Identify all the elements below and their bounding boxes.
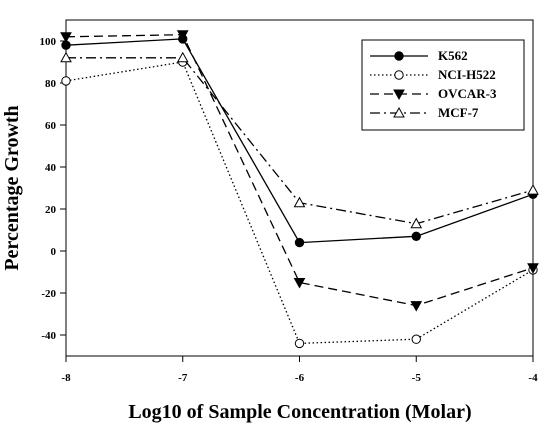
data-point-nci-h522 (411, 334, 421, 344)
x-tick-label: -8 (61, 372, 71, 384)
y-tick-label: 0 (51, 246, 57, 258)
legend-label: OVCAR-3 (438, 86, 497, 101)
data-point-k562 (411, 231, 421, 242)
data-point-mcf-7 (527, 184, 539, 195)
data-point-k562 (294, 237, 305, 248)
data-point-nci-h522 (61, 76, 71, 86)
data-point-nci-h522 (294, 338, 305, 349)
data-point-ovcar-3 (293, 278, 306, 289)
legend: K562 NCI-H522 OVCAR-3 MCF-7 (361, 39, 525, 131)
legend-label: MCF-7 (438, 105, 479, 120)
legend-label: NCI-H522 (438, 67, 496, 82)
y-tick-label: -40 (41, 330, 56, 342)
legend-marker (393, 89, 405, 101)
legend-item-ovcar-3: OVCAR-3 (370, 86, 497, 101)
x-axis-ticks: -8 -7 -6 -5 -4 (61, 356, 538, 384)
y-tick-label: -20 (41, 288, 56, 300)
y-tick-label: 40 (45, 162, 57, 174)
legend-marker (394, 51, 404, 61)
y-tick-label: 60 (45, 120, 57, 132)
series-mcf-7 (60, 51, 539, 229)
legend-marker (393, 106, 405, 118)
x-tick-label: -5 (412, 372, 422, 384)
y-tick-label: 100 (40, 36, 57, 48)
legend-label: K562 (438, 48, 468, 63)
y-axis-title: Percentage Growth (1, 105, 23, 270)
x-tick-label: -6 (295, 372, 305, 384)
legend-item-k562: K562 (370, 48, 468, 63)
y-tick-label: 80 (45, 78, 57, 90)
data-point-ovcar-3 (410, 301, 423, 312)
legend-items: K562 NCI-H522 OVCAR-3 MCF-7 (370, 48, 497, 120)
legend-marker (394, 70, 404, 80)
series-ovcar-3 (60, 30, 539, 312)
legend-item-nci-h522: NCI-H522 (370, 67, 496, 82)
data-point-mcf-7 (410, 217, 423, 229)
x-tick-label: -7 (178, 372, 188, 384)
data-point-mcf-7 (293, 196, 306, 208)
data-point-mcf-7 (60, 51, 72, 63)
data-point-mcf-7 (176, 51, 189, 63)
x-axis-title: Log10 of Sample Concentration (Molar) (128, 401, 471, 423)
data-point-ovcar-3 (176, 30, 189, 41)
legend-item-mcf-7: MCF-7 (370, 105, 479, 120)
data-point-ovcar-3 (60, 32, 72, 43)
legend-box (361, 39, 525, 131)
series-layer (60, 30, 539, 349)
data-point-ovcar-3 (527, 263, 539, 274)
x-tick-label: -4 (528, 372, 538, 384)
series-line-ovcar-3 (65, 34, 534, 307)
y-axis-ticks: -40 -20 0 20 40 60 80 100 (40, 36, 66, 342)
y-tick-label: 20 (45, 204, 57, 216)
series-line-nci-h522 (65, 61, 534, 345)
